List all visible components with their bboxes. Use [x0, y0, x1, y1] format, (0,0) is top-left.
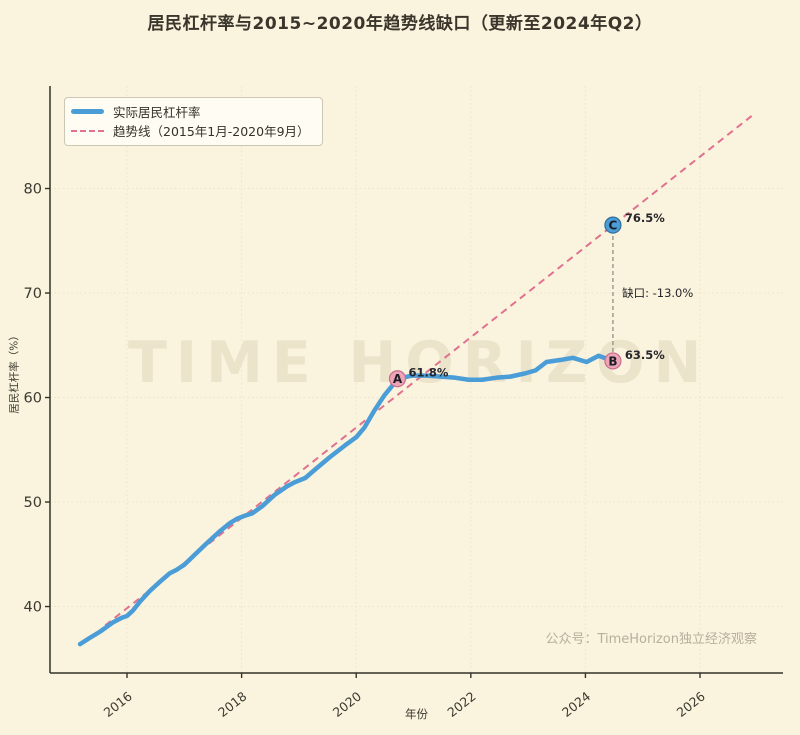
y-tick-label: 70 [24, 286, 42, 302]
legend-swatch-trend-line [71, 129, 104, 132]
gap-label: 缺口: -13.0% [622, 286, 693, 300]
legend-label-trend: 趋势线（2015年1月-2020年9月） [113, 124, 310, 139]
y-tick-label: 80 [24, 182, 42, 198]
value-label-a: 61.8% [408, 366, 448, 380]
legend-item-trend: 趋势线（2015年1月-2020年9月） [71, 121, 310, 140]
marker-letter-a: A [393, 372, 403, 386]
marker-b [604, 352, 622, 370]
y-axis-title: 居民杠杆率（%） [8, 330, 21, 414]
legend-label-actual: 实际居民杠杆率 [113, 105, 201, 120]
legend: 实际居民杠杆率 趋势线（2015年1月-2020年9月） [64, 97, 323, 146]
y-tick-label: 50 [24, 495, 42, 511]
y-tick-label: 40 [24, 600, 42, 616]
marker-letter-c: C [609, 219, 618, 233]
y-tick-label: 60 [24, 391, 42, 407]
x-axis-title: 年份 [405, 707, 428, 721]
legend-item-actual: 实际居民杠杆率 [71, 102, 310, 121]
marker-a [388, 370, 407, 388]
value-label-b: 63.5% [625, 348, 665, 362]
marker-c [604, 216, 622, 234]
value-label-c: 76.5% [625, 211, 665, 225]
chart-title: 居民杠杆率与2015~2020年趋势线缺口（更新至2024年Q2） [147, 14, 653, 34]
actual-line [77, 353, 616, 647]
source-note: 公众号：TimeHorizon独立经济观察 [545, 632, 757, 647]
marker-letter-b: B [608, 354, 617, 368]
legend-swatch-actual-line [71, 109, 104, 114]
